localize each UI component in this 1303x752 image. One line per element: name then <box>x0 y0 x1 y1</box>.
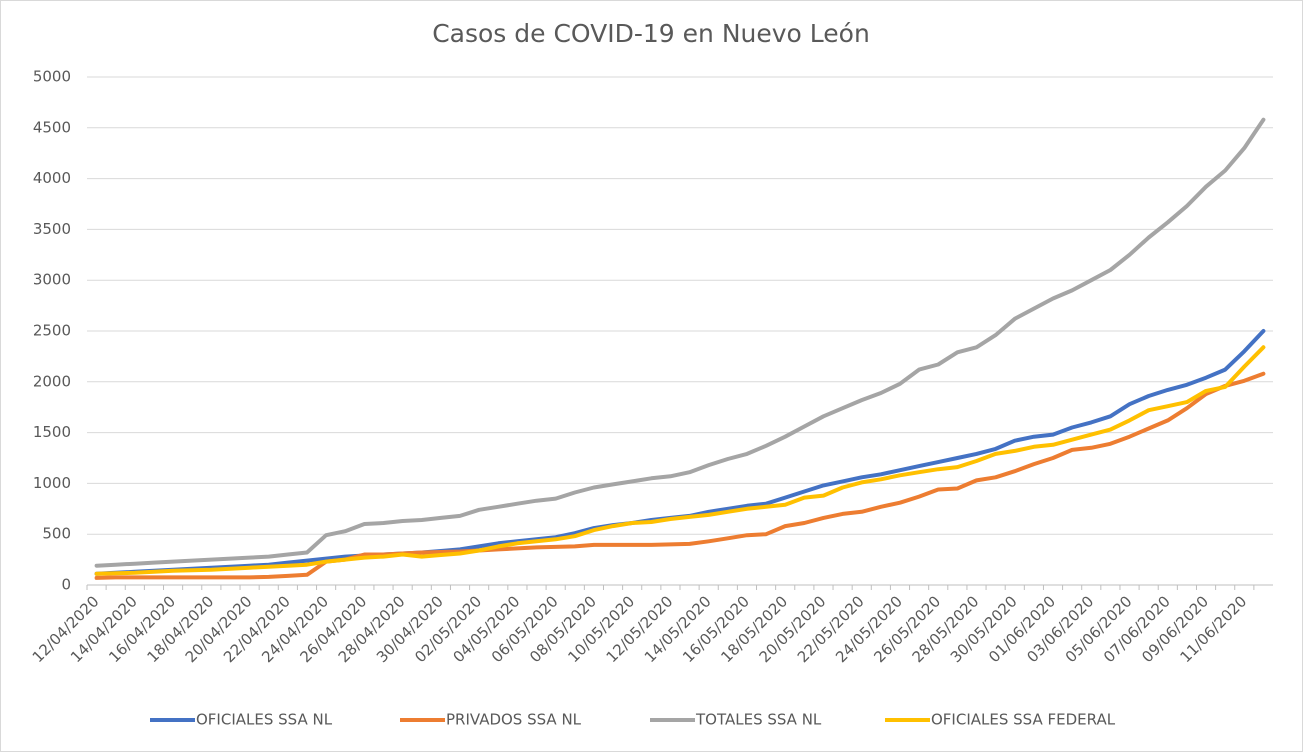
y-tick-label: 4000 <box>33 169 71 187</box>
y-tick-label: 0 <box>61 576 71 594</box>
series-line <box>94 345 1266 576</box>
y-tick-label: 3500 <box>33 220 71 238</box>
legend-label: OFICIALES SSA NL <box>196 711 333 729</box>
series-line <box>94 371 1266 580</box>
y-tick-label: 1500 <box>33 423 71 441</box>
series-line <box>94 117 1266 568</box>
y-tick-label: 1000 <box>33 474 71 492</box>
y-tick-label: 500 <box>42 525 71 543</box>
y-tick-label: 5000 <box>33 68 71 86</box>
legend-label: TOTALES SSA NL <box>695 711 822 729</box>
y-tick-label: 4500 <box>33 118 71 136</box>
y-tick-label: 3000 <box>33 271 71 289</box>
y-tick-label: 2000 <box>33 372 71 390</box>
legend-label: PRIVADOS SSA NL <box>446 711 582 729</box>
chart-title: Casos de COVID-19 en Nuevo León <box>432 19 870 48</box>
legend-label: OFICIALES SSA FEDERAL <box>931 711 1116 729</box>
y-tick-label: 2500 <box>33 322 71 340</box>
